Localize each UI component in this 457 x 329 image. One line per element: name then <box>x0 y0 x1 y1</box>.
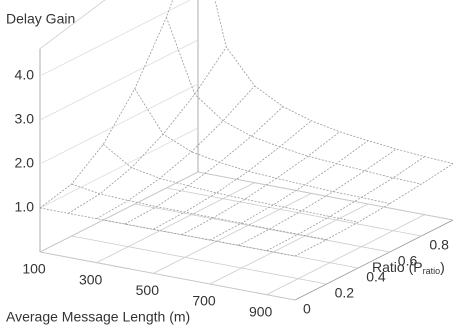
y-tick-label: 0.8 <box>429 237 449 253</box>
grid-line <box>153 192 312 274</box>
y-axis-label-main: Ratio (P <box>372 259 423 275</box>
surface-line <box>134 88 390 204</box>
surface-line <box>39 207 296 257</box>
surface-line <box>153 120 312 230</box>
surface-line <box>181 131 340 236</box>
grid-line <box>39 39 199 121</box>
surface-line <box>39 0 174 209</box>
x-tick-label: 700 <box>192 293 216 309</box>
surface-line <box>71 183 327 240</box>
y-tick-label: 0.6 <box>398 253 418 269</box>
grid-line <box>39 171 199 253</box>
box-edge <box>294 219 454 301</box>
grid-line <box>39 0 191 77</box>
z-tick-label: 3.0 <box>15 111 35 127</box>
z-axis-label: Delay Gain <box>6 11 75 27</box>
surface-line <box>266 156 425 252</box>
x-axis-label: Average Message Length (m) <box>6 309 190 325</box>
surface-line <box>166 17 422 185</box>
grid-line <box>197 171 454 221</box>
grid-line <box>39 83 199 165</box>
y-axis-label-end: ) <box>440 259 445 275</box>
surface-line <box>68 46 227 214</box>
y-tick-label: 0.4 <box>366 269 386 285</box>
surface-line <box>209 140 369 241</box>
grid-line <box>39 251 296 301</box>
surface-line <box>96 85 255 220</box>
grid-line <box>71 235 327 285</box>
grid-line <box>166 187 422 237</box>
grid-line <box>39 127 199 209</box>
x-tick-label: 500 <box>136 282 160 298</box>
z-tick-label: 4.0 <box>15 67 35 83</box>
x-tick-label: 100 <box>22 261 46 277</box>
surface-line <box>294 163 454 257</box>
grid-line <box>96 182 255 264</box>
y-axis-label-sub: ratio <box>423 266 441 276</box>
grid-line <box>266 214 425 296</box>
y-tick-label: 0 <box>303 301 311 317</box>
surface-line <box>102 144 359 223</box>
y-tick-label: 0.2 <box>335 285 355 301</box>
surface-line <box>124 106 284 225</box>
surface-line <box>238 148 397 246</box>
y-axis-label: Ratio (Pratio) <box>372 259 445 277</box>
x-tick-label: 900 <box>249 303 273 319</box>
z-tick-label: 2.0 <box>15 155 35 171</box>
box-edge <box>39 0 106 50</box>
grid-line <box>209 203 369 285</box>
grid-line <box>134 203 390 253</box>
x-tick-label: 300 <box>79 271 103 287</box>
surface-line <box>214 0 454 165</box>
z-tick-label: 1.0 <box>15 199 35 215</box>
